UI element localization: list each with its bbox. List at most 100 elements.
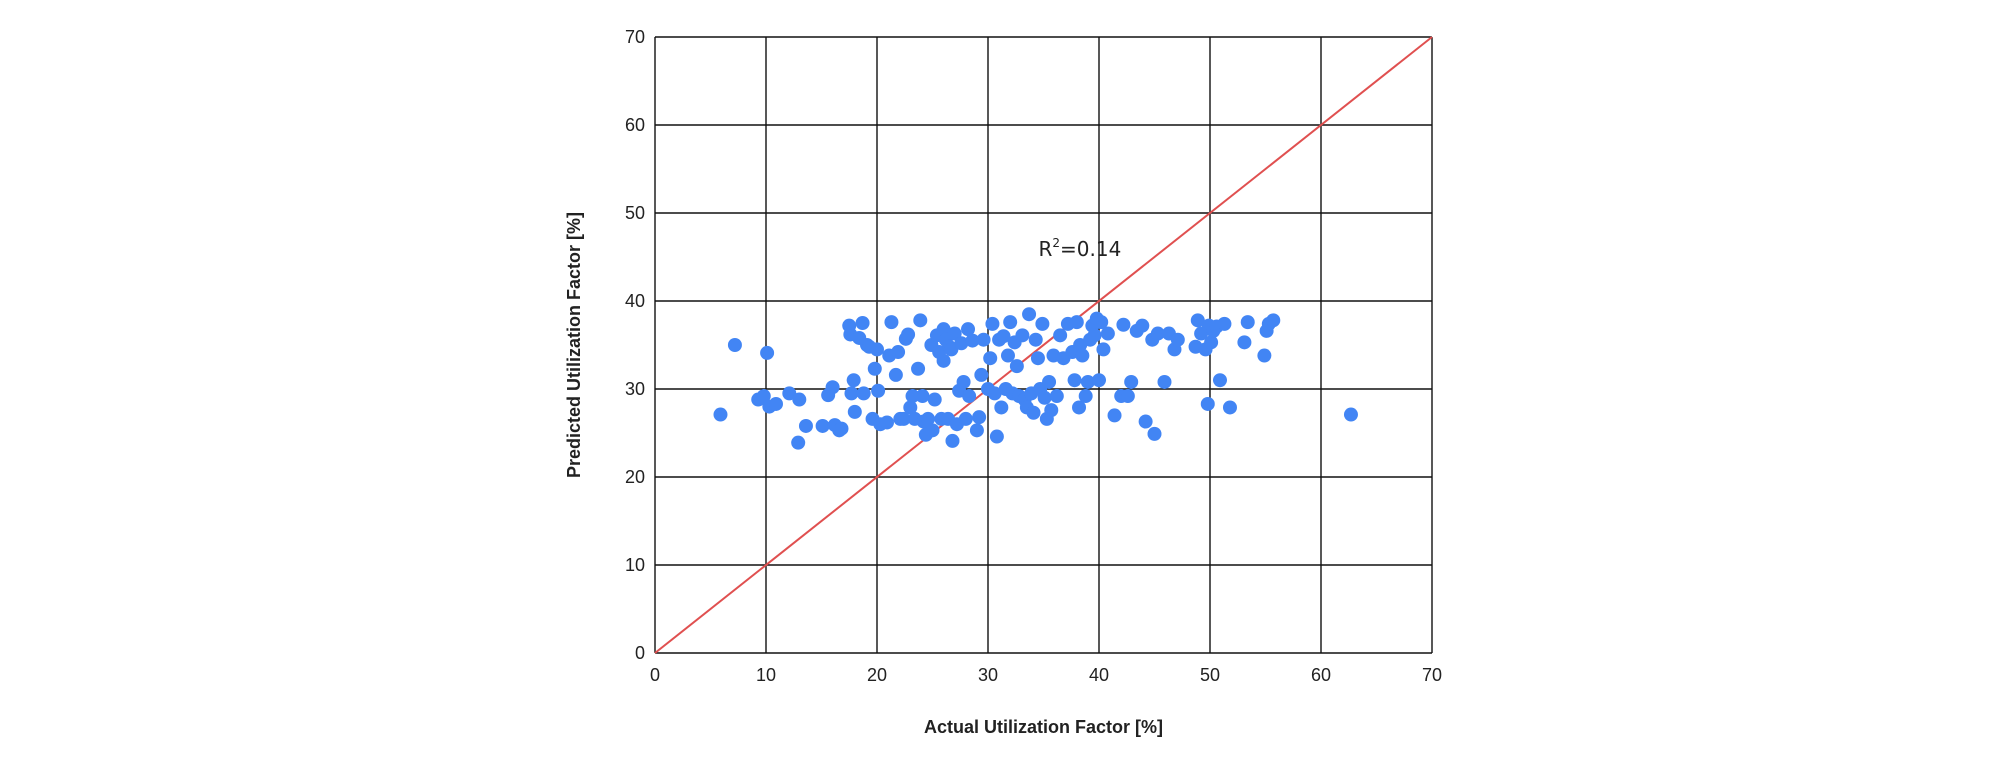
data-point — [921, 411, 936, 426]
x-axis-title: Actual Utilization Factor [%] — [924, 717, 1163, 737]
data-point — [798, 418, 813, 433]
data-point — [888, 367, 903, 382]
data-point — [727, 338, 742, 352]
x-tick-label: 30 — [978, 665, 998, 685]
data-point — [1157, 374, 1172, 389]
data-point — [791, 435, 806, 450]
data-point — [1257, 348, 1272, 363]
data-point — [974, 367, 989, 382]
data-point — [1037, 390, 1052, 405]
data-point — [867, 361, 882, 376]
data-point — [915, 389, 930, 404]
x-tick-label: 20 — [867, 665, 887, 685]
data-point — [815, 418, 830, 433]
data-point — [1030, 351, 1045, 366]
data-point — [871, 383, 886, 398]
data-point — [1217, 316, 1232, 331]
data-point — [1028, 332, 1043, 347]
data-point — [844, 386, 859, 401]
data-point — [1026, 405, 1041, 420]
x-tick-label: 50 — [1200, 665, 1220, 685]
data-point — [1009, 359, 1024, 374]
data-point — [1107, 408, 1122, 423]
data-point — [989, 429, 1004, 444]
data-point — [1072, 400, 1087, 415]
data-point — [1170, 332, 1185, 347]
data-point — [713, 407, 728, 422]
data-point — [945, 433, 960, 448]
data-point — [855, 316, 870, 330]
data-point — [1080, 374, 1095, 389]
data-point — [1212, 373, 1227, 388]
data-point — [1053, 328, 1068, 343]
data-point — [856, 386, 871, 401]
data-point — [1200, 396, 1215, 411]
data-point — [1078, 389, 1093, 404]
r-squared-annotation: R2=0.14 — [1039, 236, 1122, 261]
data-point — [1069, 315, 1084, 330]
data-point — [825, 380, 840, 395]
data-point — [969, 423, 984, 438]
data-point — [1124, 374, 1139, 389]
data-point — [956, 374, 971, 389]
data-point — [1096, 342, 1111, 357]
data-point — [905, 389, 920, 404]
data-point — [987, 386, 1002, 401]
data-point — [985, 316, 1000, 331]
data-point — [972, 410, 987, 425]
x-tick-label: 10 — [756, 665, 776, 685]
data-point — [1150, 326, 1165, 341]
y-tick-label: 0 — [635, 643, 645, 663]
data-point — [1094, 315, 1109, 330]
data-point — [1042, 374, 1057, 389]
data-point — [1087, 328, 1102, 343]
data-point — [936, 353, 951, 368]
x-tick-label: 0 — [650, 665, 660, 685]
data-point — [903, 400, 918, 415]
data-point — [1000, 348, 1015, 363]
data-point — [884, 315, 899, 330]
data-point — [891, 345, 906, 360]
y-tick-label: 20 — [625, 467, 645, 487]
data-point — [782, 386, 797, 401]
data-point — [1120, 389, 1135, 404]
x-tick-label: 40 — [1089, 665, 1109, 685]
data-point — [1067, 373, 1082, 388]
data-point — [1022, 307, 1037, 322]
data-point — [870, 342, 884, 357]
data-point — [847, 404, 862, 419]
data-point — [1204, 335, 1219, 350]
data-point — [760, 345, 775, 360]
data-point — [911, 361, 926, 376]
data-point — [1049, 389, 1064, 404]
data-point — [1237, 335, 1252, 350]
data-point — [896, 411, 911, 426]
data-point — [1147, 426, 1162, 441]
data-point — [958, 411, 973, 426]
data-point — [792, 392, 807, 407]
data-point — [962, 389, 977, 404]
data-point — [1138, 414, 1153, 429]
data-point — [1044, 403, 1059, 418]
reference-line-layer — [654, 36, 1433, 654]
data-point — [927, 392, 942, 407]
data-point — [925, 423, 940, 438]
data-point — [1100, 326, 1115, 341]
data-point — [1190, 313, 1205, 328]
y-tick-label: 40 — [625, 291, 645, 311]
data-point — [936, 322, 951, 337]
data-point — [994, 400, 1009, 415]
y-tick-label: 60 — [625, 115, 645, 135]
y-axis-title: Predicted Utilization Factor [%] — [564, 212, 584, 478]
y-tick-label: 50 — [625, 203, 645, 223]
tick-labels: 0 10 20 30 40 50 60 70 0 10 20 30 40 50 60 70 — [625, 27, 1442, 685]
data-point — [913, 313, 928, 328]
identity-reference-line — [654, 36, 1433, 654]
data-point — [996, 329, 1011, 344]
data-point — [1266, 313, 1281, 328]
data-point — [976, 332, 991, 347]
data-point — [1240, 315, 1255, 330]
x-tick-label: 60 — [1311, 665, 1331, 685]
